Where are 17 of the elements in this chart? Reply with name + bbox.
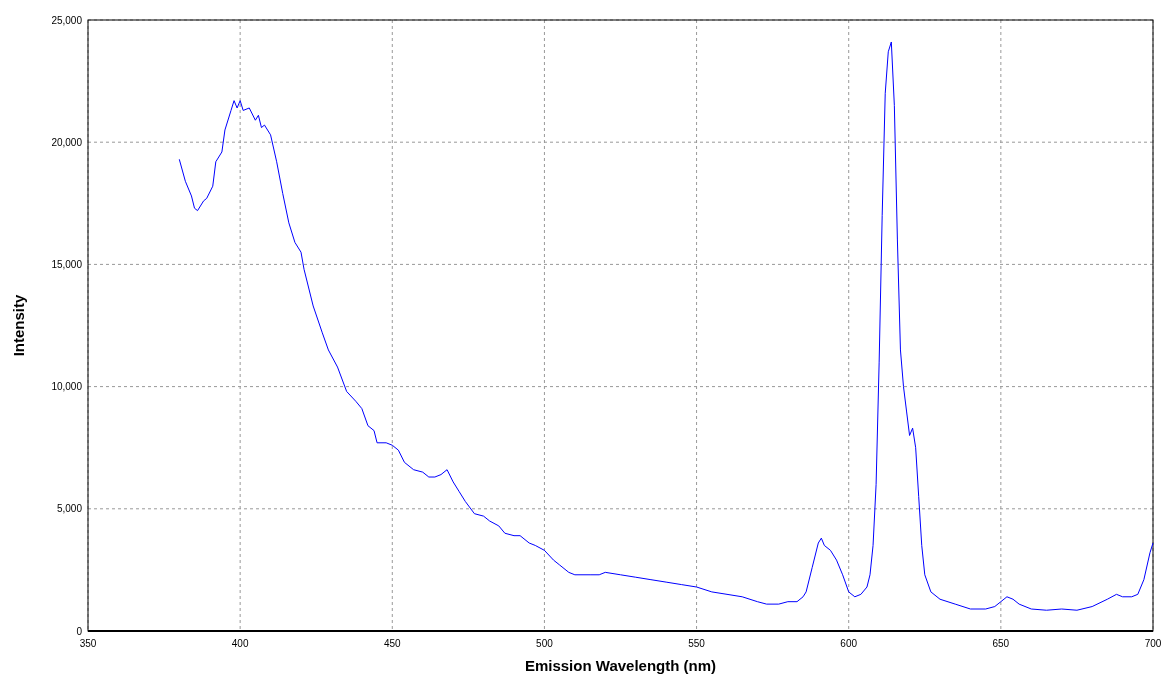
x-axis-title: Emission Wavelength (nm): [524, 657, 717, 674]
line-series: [178, 41, 1154, 611]
y-tick-label: 10,000: [51, 381, 83, 393]
x-tick-label: 350: [79, 638, 97, 649]
y-tick-label: 5,000: [56, 503, 83, 515]
x-tick-label: 700: [1144, 638, 1162, 649]
x-tick-label: 550: [688, 638, 706, 649]
y-tick-label: 15,000: [51, 258, 83, 270]
y-tick-label: 25,000: [51, 14, 83, 26]
x-tick-label: 650: [992, 638, 1010, 649]
x-tick-label: 450: [383, 638, 402, 649]
y-axis-title: Intensity: [10, 294, 27, 357]
x-tick-label: 400: [231, 638, 249, 649]
x-tick-label: 600: [840, 638, 858, 649]
x-tick-label: 500: [536, 638, 554, 649]
y-tick-label: 0: [76, 625, 83, 637]
y-tick-label: 20,000: [51, 136, 83, 148]
